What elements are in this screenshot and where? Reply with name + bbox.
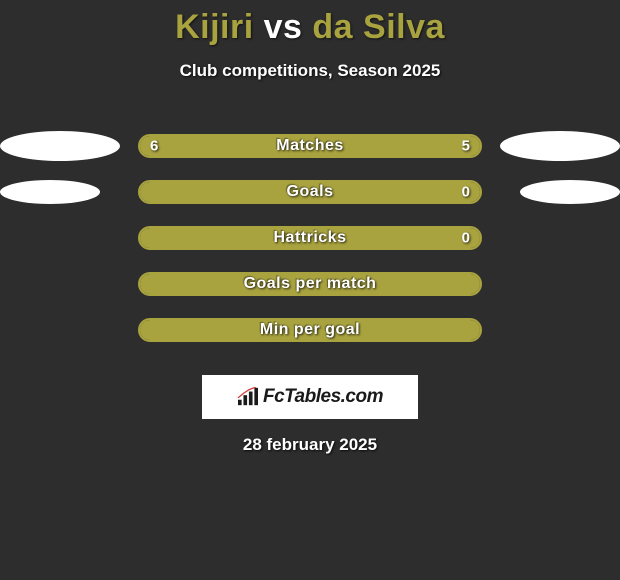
stat-label: Goals [140, 183, 480, 201]
title-player1: Kijiri [175, 8, 254, 46]
logo-text: FcTables.com [263, 386, 383, 408]
stat-bar: 65Matches [138, 134, 482, 158]
player1-blob [0, 180, 100, 204]
stat-row: Goals per match [0, 261, 620, 307]
stat-row: Min per goal [0, 307, 620, 353]
comparison-card: Kijiri vs da Silva Club competitions, Se… [0, 0, 620, 455]
stat-row: 65Matches [0, 123, 620, 169]
title-vs: vs [264, 8, 303, 46]
subtitle-text: Club competitions, Season 2025 [0, 61, 620, 81]
stat-label: Min per goal [140, 321, 480, 339]
stat-rows: 65Matches 0Goals 0Hattricks Goals per match… [0, 123, 620, 353]
player2-blob [520, 180, 620, 204]
stat-bar: 0Goals [138, 180, 482, 204]
logo-inner: FcTables.com [237, 386, 383, 408]
stat-row: 0Hattricks [0, 215, 620, 261]
player1-blob [0, 131, 120, 161]
stat-label: Goals per match [140, 275, 480, 293]
date-text: 28 february 2025 [0, 435, 620, 455]
stat-bar: 0Hattricks [138, 226, 482, 250]
stat-bar: Goals per match [138, 272, 482, 296]
stat-label: Matches [140, 137, 480, 155]
logo-box[interactable]: FcTables.com [202, 375, 418, 419]
stat-bar: Min per goal [138, 318, 482, 342]
stat-label: Hattricks [140, 229, 480, 247]
player2-blob [500, 131, 620, 161]
title-player2: da Silva [312, 8, 445, 46]
bar-chart-icon [237, 387, 259, 407]
stat-row: 0Goals [0, 169, 620, 215]
page-title: Kijiri vs da Silva [0, 0, 620, 47]
